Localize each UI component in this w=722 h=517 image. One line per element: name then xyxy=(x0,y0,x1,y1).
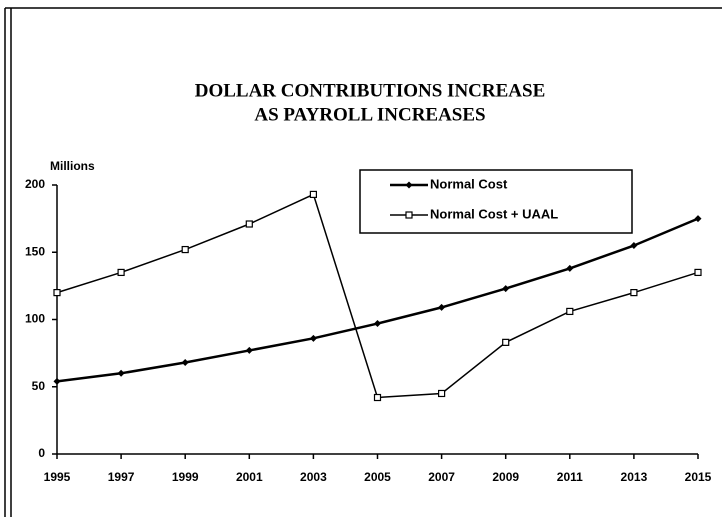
x-tick-label: 2001 xyxy=(236,470,263,484)
marker xyxy=(566,264,574,272)
x-tick-label: 2011 xyxy=(557,470,583,484)
marker xyxy=(438,303,446,311)
marker xyxy=(245,346,253,354)
marker xyxy=(181,245,189,254)
marker xyxy=(245,220,253,228)
marker xyxy=(181,359,189,367)
marker xyxy=(309,334,317,342)
chart-title: DOLLAR CONTRIBUTIONS INCREASE xyxy=(195,80,546,101)
marker xyxy=(630,242,638,250)
marker xyxy=(117,268,125,277)
x-tick-label: 2005 xyxy=(364,470,391,484)
marker xyxy=(373,393,382,402)
marker xyxy=(694,215,702,223)
x-tick-label: 2007 xyxy=(428,470,455,484)
x-tick-label: 2009 xyxy=(492,470,519,484)
marker xyxy=(309,190,317,199)
x-tick-label: 2003 xyxy=(300,470,327,484)
marker xyxy=(566,307,574,316)
series-line xyxy=(56,217,699,383)
legend: Normal Cost Normal Cost + UAAL xyxy=(359,169,633,234)
x-tick-label: 1997 xyxy=(108,470,135,484)
marker xyxy=(374,320,381,328)
marker xyxy=(694,268,702,277)
marker xyxy=(117,369,125,377)
y-tick-label: 200 xyxy=(25,177,45,191)
legend-label: Normal Cost xyxy=(430,176,508,191)
x-tick-label: 2013 xyxy=(621,470,648,484)
x-tick-label: 1999 xyxy=(172,470,199,484)
y-axis-label: Millions xyxy=(50,159,95,173)
y-tick-label: 0 xyxy=(38,446,45,460)
chart-subtitle: AS PAYROLL INCREASES xyxy=(254,104,485,125)
x-tick-label: 2015 xyxy=(685,470,712,484)
legend-marker xyxy=(405,211,413,219)
y-tick-label: 100 xyxy=(25,312,45,326)
x-tick-label: 1995 xyxy=(44,470,71,484)
marker xyxy=(53,289,61,297)
y-tick-label: 150 xyxy=(25,244,45,258)
marker xyxy=(502,338,510,346)
marker xyxy=(53,377,61,385)
y-tick-label: 50 xyxy=(32,379,46,393)
marker xyxy=(438,389,446,398)
legend-box xyxy=(359,169,633,234)
marker xyxy=(502,285,510,293)
marker xyxy=(630,289,638,297)
legend-marker xyxy=(405,181,413,189)
legend-label: Normal Cost + UAAL xyxy=(430,206,558,221)
